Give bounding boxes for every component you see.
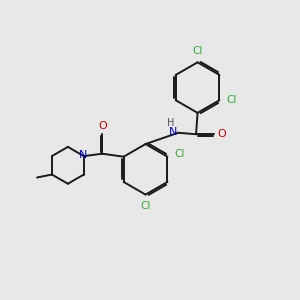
Text: O: O — [98, 121, 106, 131]
Text: Cl: Cl — [140, 201, 151, 211]
Text: N: N — [79, 151, 87, 160]
Text: O: O — [218, 129, 226, 139]
Text: Cl: Cl — [174, 149, 184, 159]
Text: Cl: Cl — [192, 46, 203, 56]
Text: H: H — [167, 118, 174, 128]
Text: Cl: Cl — [226, 95, 236, 105]
Text: N: N — [169, 127, 177, 137]
